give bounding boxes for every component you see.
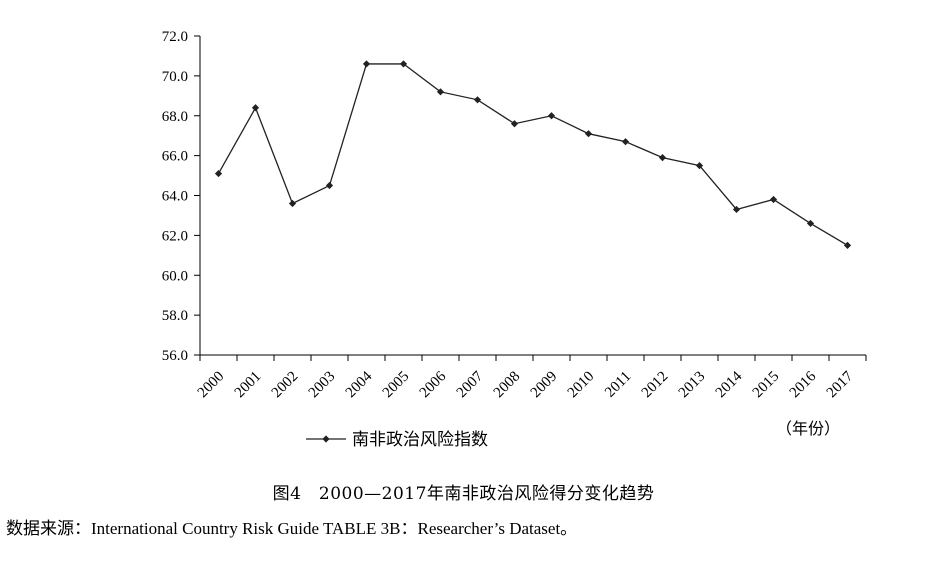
- data-point-marker: [547, 112, 556, 120]
- x-tick-label: 2005: [380, 369, 413, 402]
- y-tick-label: 68.0: [162, 109, 188, 125]
- data-point-marker: [473, 96, 482, 104]
- data-point-marker: [695, 161, 704, 170]
- data-point-marker: [288, 199, 297, 208]
- data-point-marker: [436, 88, 445, 96]
- y-tick-label: 60.0: [162, 268, 188, 284]
- data-point-marker: [769, 195, 778, 204]
- source-prefix: 数据来源：: [6, 519, 91, 539]
- data-point-marker: [510, 120, 519, 128]
- x-tick-label: 2015: [750, 369, 783, 402]
- series-line: [217, 63, 848, 246]
- x-tick-label: 2011: [602, 369, 634, 401]
- series-layer: [214, 60, 852, 249]
- x-tick-label: 2003: [306, 369, 339, 402]
- x-unit-label: （年份）: [776, 419, 840, 438]
- data-point-marker: [732, 205, 741, 214]
- y-axis: 56.0 58.0 60.0 62.0 64.0 66.0 68.0 70.0 72.0: [162, 29, 201, 364]
- legend-marker: [322, 435, 330, 443]
- y-tick-label: 62.0: [162, 228, 188, 244]
- data-point-marker: [399, 60, 408, 68]
- x-tick-label: 2016: [787, 368, 820, 401]
- data-point-marker: [621, 138, 630, 146]
- data-point-marker: [843, 241, 852, 249]
- data-point-marker: [658, 154, 667, 162]
- data-point-marker: [325, 181, 334, 190]
- x-tick-label: 2006: [417, 368, 450, 401]
- x-tick-label: 2008: [491, 369, 524, 402]
- y-tick-label: 72.0: [162, 29, 188, 45]
- y-tick-label: 58.0: [162, 308, 188, 324]
- x-tick-label: 2007: [454, 368, 487, 401]
- x-tick-label: 2010: [565, 369, 598, 402]
- x-tick-label: 2017: [824, 368, 857, 401]
- data-point-marker: [214, 169, 223, 178]
- x-tick-label: 2013: [676, 369, 709, 402]
- line-chart: 56.0 58.0 60.0 62.0 64.0 66.0 68.0 70.0 72.0 200…: [162, 29, 867, 450]
- y-tick-label: 66.0: [162, 149, 188, 165]
- source-note: 数据来源：International Country Risk Guide TA…: [6, 514, 577, 539]
- x-tick-label: 2009: [528, 369, 561, 402]
- y-tick-label: 56.0: [162, 348, 188, 364]
- figure-caption: 图4 2000—2017年南非政治风险得分变化趋势: [272, 484, 655, 504]
- y-tick-label: 64.0: [162, 189, 188, 205]
- x-tick-label: 2014: [713, 368, 746, 401]
- data-point-marker: [362, 60, 371, 68]
- y-tick-label: 70.0: [162, 69, 188, 85]
- data-point-marker: [584, 130, 593, 138]
- legend: 南非政治风险指数: [306, 430, 488, 450]
- x-tick-label: 2002: [269, 369, 302, 402]
- legend-label: 南非政治风险指数: [352, 430, 488, 450]
- data-point-marker: [806, 219, 815, 228]
- x-tick-label: 2004: [343, 368, 376, 401]
- source-text: International Country Risk Guide TABLE 3…: [91, 519, 578, 538]
- data-point-marker: [251, 104, 260, 112]
- x-tick-label: 2012: [639, 369, 672, 402]
- x-tick-label: 2001: [232, 369, 265, 402]
- x-axis: 2000 2001 2002 2003 2004 2005 2006 2007 2008 2009…: [195, 354, 867, 402]
- x-tick-label: 2000: [195, 369, 228, 402]
